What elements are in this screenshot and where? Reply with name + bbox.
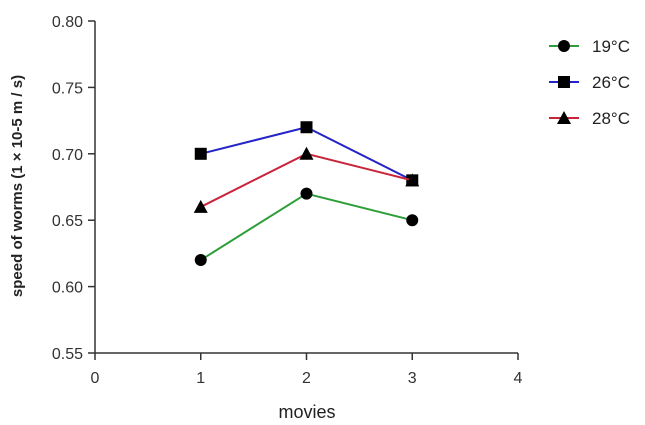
legend: 19°C 26°C 28°C	[549, 37, 630, 128]
legend-item: 19°C	[549, 37, 630, 56]
y-axis-title: speed of worms (1 × 10-5 m / s)	[9, 75, 26, 297]
x-tick-label: 2	[302, 370, 311, 387]
legend-label: 19°C	[592, 37, 630, 56]
legend-marker	[558, 76, 570, 88]
axes: 0.55 0.60 0.65 0.70 0.75 0.80 0 1 2 3 4	[52, 14, 523, 387]
x-tick-label: 1	[196, 370, 205, 387]
data-point	[194, 254, 207, 267]
x-tick-label: 0	[91, 370, 100, 387]
data-point	[405, 173, 420, 187]
data-point	[299, 146, 314, 160]
data-point	[406, 214, 419, 227]
y-ticks: 0.55 0.60 0.65 0.70 0.75 0.80	[52, 14, 95, 363]
x-tick-label: 3	[408, 370, 417, 387]
y-tick-label: 0.80	[52, 14, 83, 31]
data-point	[194, 147, 207, 160]
y-tick-label: 0.75	[52, 80, 83, 97]
x-axis-title: movies	[278, 402, 335, 422]
y-tick-label: 0.60	[52, 280, 83, 297]
series-0	[194, 187, 419, 267]
data-point	[300, 121, 313, 134]
y-tick-label: 0.65	[52, 213, 83, 230]
legend-marker	[557, 111, 571, 124]
x-tick-label: 4	[514, 370, 523, 387]
series-2	[193, 146, 420, 213]
legend-label: 26°C	[592, 73, 630, 92]
y-tick-label: 0.55	[52, 346, 83, 363]
series-layer	[193, 121, 420, 267]
y-tick-label: 0.70	[52, 147, 83, 164]
legend-marker	[558, 40, 570, 52]
x-ticks: 0 1 2 3 4	[91, 353, 523, 387]
data-point	[300, 187, 313, 200]
legend-item: 28°C	[549, 109, 630, 128]
legend-item: 26°C	[549, 73, 630, 92]
series-line	[200, 192, 413, 261]
legend-label: 28°C	[592, 109, 630, 128]
data-point	[193, 199, 208, 213]
